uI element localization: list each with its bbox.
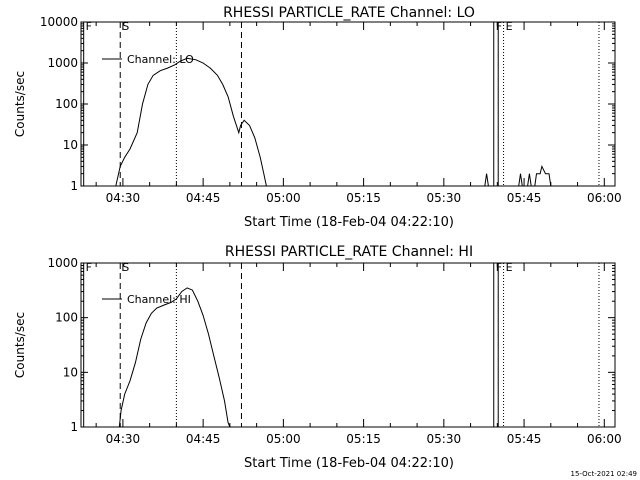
x-tick-label: 05:15 — [346, 432, 381, 446]
x-axis-lo: 04:30 04:45 05:00 05:15 05:30 05:45 06:00 — [95, 22, 622, 205]
series-lo — [115, 57, 552, 187]
x-tick-label: 04:30 — [106, 191, 141, 205]
y-tick-label: 10 — [63, 365, 78, 379]
legend-lo: Channel: LO — [102, 53, 194, 66]
x-tick-label: 04:45 — [186, 432, 221, 446]
x-tick-label: 05:15 — [346, 191, 381, 205]
y-axis-label-hi: Counts/sec — [13, 312, 27, 378]
y-tick-label: 100 — [55, 97, 78, 111]
legend-hi: Channel: HI — [102, 293, 191, 306]
event-marker-label: E — [506, 261, 513, 274]
y-tick-label: 1 — [70, 179, 78, 193]
series-hi — [118, 287, 231, 428]
y-axis-lo: 1 10 100 1000 10000 — [40, 15, 615, 193]
y-tick-label: 10 — [63, 138, 78, 152]
panel-hi: RHESSI PARTICLE_RATE Channel: HI 1101001… — [13, 244, 622, 471]
generation-timestamp: 15-Oct-2021 02:49 — [571, 470, 637, 478]
x-tick-label: 06:00 — [587, 191, 622, 205]
y-tick-label: 1 — [70, 420, 78, 434]
x-tick-label: 05:45 — [507, 432, 542, 446]
x-axis-label-lo: Start Time (18-Feb-04 04:22:10) — [244, 215, 454, 230]
event-marker-label: F — [496, 261, 502, 274]
data-line-lo — [484, 173, 489, 187]
plot-frame-lo — [80, 21, 616, 187]
x-tick-label: 05:00 — [266, 191, 301, 205]
x-tick-label: 05:00 — [266, 432, 301, 446]
y-axis-hi: 1 10 100 1000 — [47, 256, 615, 434]
x-tick-label: 06:00 — [587, 432, 622, 446]
legend-label-lo: Channel: LO — [127, 53, 194, 66]
y-tick-label: 10000 — [40, 15, 78, 29]
chart-title-lo: RHESSI PARTICLE_RATE Channel: LO — [223, 5, 475, 21]
data-line-lo — [527, 173, 532, 187]
plot-frame-hi — [80, 262, 616, 428]
panel-lo: RHESSI PARTICLE_RATE Channel: LO 1101001… — [13, 5, 622, 230]
data-line-hi — [118, 287, 231, 428]
event-marker-label: S — [122, 261, 129, 274]
x-tick-label: 04:45 — [186, 191, 221, 205]
x-axis-hi: 04:30 04:45 05:00 05:15 05:30 05:45 06:00 — [95, 263, 622, 446]
x-tick-label: 05:30 — [427, 432, 462, 446]
x-tick-label: 04:30 — [106, 432, 141, 446]
data-line-lo — [518, 173, 523, 187]
event-marker-label: S — [122, 20, 129, 33]
event-marker-label: F — [86, 261, 92, 274]
data-line-lo — [534, 164, 552, 187]
x-tick-label: 05:30 — [427, 191, 462, 205]
data-line-lo — [115, 57, 267, 187]
legend-label-hi: Channel: HI — [127, 293, 191, 306]
event-marker-label: E — [506, 20, 513, 33]
y-tick-label: 100 — [55, 311, 78, 325]
y-axis-label-lo: Counts/sec — [13, 71, 27, 137]
x-tick-label: 05:45 — [507, 191, 542, 205]
event-marker-label: F — [86, 20, 92, 33]
event-marker-label: F — [496, 20, 502, 33]
y-tick-label: 1000 — [47, 256, 78, 270]
chart-title-hi: RHESSI PARTICLE_RATE Channel: HI — [225, 244, 473, 260]
y-tick-label: 1000 — [47, 56, 78, 70]
x-axis-label-hi: Start Time (18-Feb-04 04:22:10) — [244, 456, 454, 471]
